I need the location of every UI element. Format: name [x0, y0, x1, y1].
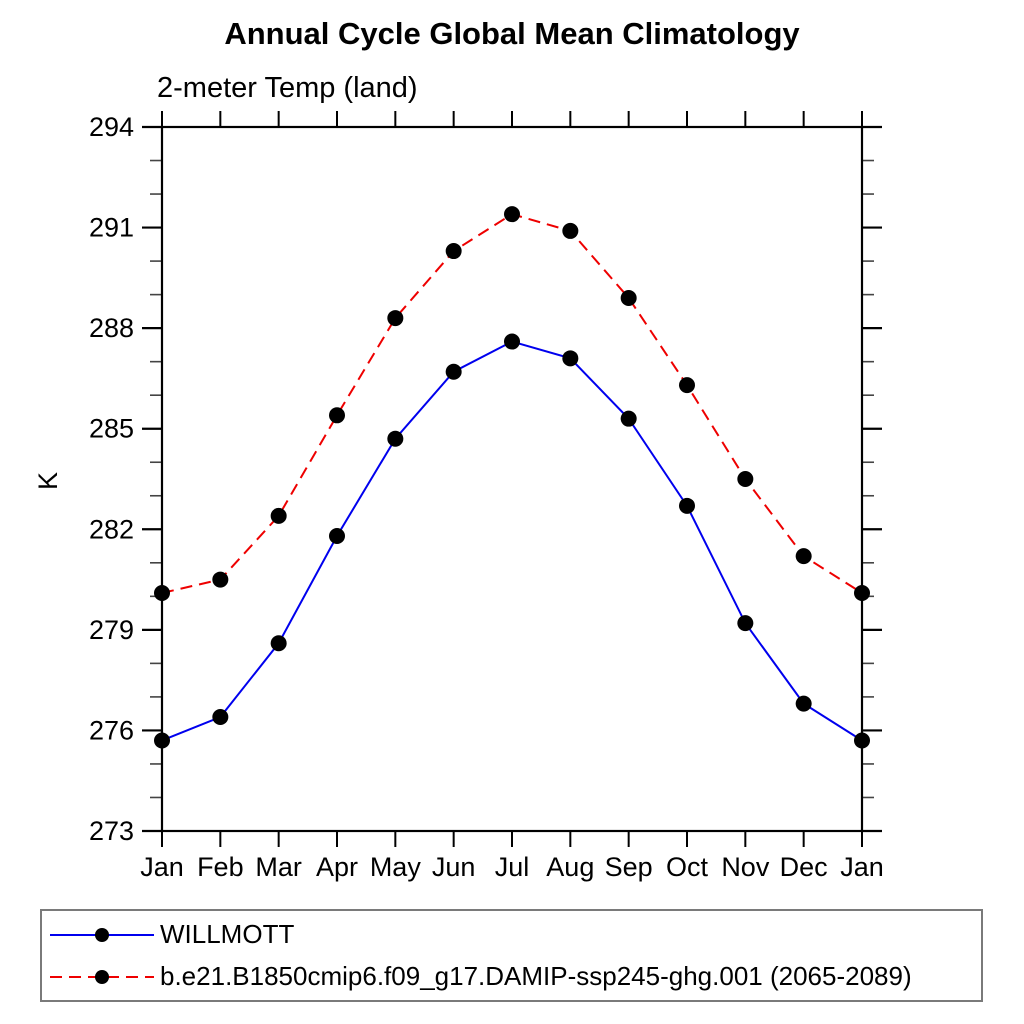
y-tick-label: 294 [89, 112, 134, 142]
y-tick-label: 288 [89, 313, 134, 343]
y-tick-label: 282 [89, 514, 134, 544]
y-tick-label: 291 [89, 213, 134, 243]
y-tick-label: 279 [89, 615, 134, 645]
data-point [620, 289, 637, 306]
data-point [562, 350, 579, 367]
data-point [270, 507, 287, 524]
data-point [854, 732, 870, 749]
x-tick-label: Jun [432, 852, 476, 882]
x-tick-label: Nov [721, 852, 770, 882]
chart-subtitle: 2-meter Temp (land) [157, 72, 418, 104]
legend-line-sample-solid [50, 927, 154, 942]
y-tick-label: 273 [89, 816, 134, 846]
x-tick-label: Dec [780, 852, 828, 882]
x-tick-label: Feb [197, 852, 244, 882]
x-tick-label: Sep [605, 852, 653, 882]
y-axis-label: K [33, 472, 63, 490]
legend-label: WILLMOTT [160, 919, 295, 949]
data-point [212, 709, 229, 726]
x-tick-label: Aug [546, 852, 594, 882]
x-tick-label: Apr [316, 852, 358, 882]
y-tick-label: 276 [89, 715, 134, 745]
data-point [387, 430, 404, 447]
x-tick-label: Oct [666, 852, 709, 882]
legend-marker-icon [95, 969, 109, 984]
data-point [212, 571, 229, 588]
y-tick-label: 285 [89, 414, 134, 444]
data-point [620, 410, 637, 427]
data-point [445, 243, 462, 260]
data-point [679, 497, 695, 514]
data-point [504, 333, 520, 350]
x-tick-label: Jul [495, 852, 530, 882]
data-point [329, 527, 345, 544]
data-point [154, 732, 170, 749]
series-line-0 [161, 340, 863, 742]
data-point [795, 548, 812, 565]
legend-item-willmott: WILLMOTT [42, 918, 981, 952]
data-point [329, 407, 345, 424]
legend-line-sample-dashed [50, 969, 154, 984]
x-tick-label: May [370, 852, 422, 882]
legend: WILLMOTT b.e21.B1850cmip6.f09_g17.DAMIP-… [40, 909, 983, 1002]
chart-title: Annual Cycle Global Mean Climatology [224, 16, 800, 51]
plot-frame [160, 125, 864, 833]
data-point [795, 695, 812, 712]
x-tick-label: Jan [140, 852, 184, 882]
data-point [562, 222, 579, 239]
data-point [270, 635, 287, 652]
legend-item-model: b.e21.B1850cmip6.f09_g17.DAMIP-ssp245-gh… [42, 960, 981, 994]
legend-label: b.e21.B1850cmip6.f09_g17.DAMIP-ssp245-gh… [160, 961, 912, 991]
x-tick-label: Mar [255, 852, 302, 882]
data-point [504, 206, 520, 223]
data-point [154, 584, 170, 601]
data-point [445, 363, 462, 380]
x-tick-label: Jan [840, 852, 884, 882]
data-point [737, 615, 754, 632]
data-point [854, 584, 870, 601]
data-point [737, 471, 754, 487]
legend-marker-icon [95, 927, 109, 942]
data-point [679, 377, 695, 394]
series-line-1 [161, 213, 863, 594]
data-point [387, 310, 404, 327]
